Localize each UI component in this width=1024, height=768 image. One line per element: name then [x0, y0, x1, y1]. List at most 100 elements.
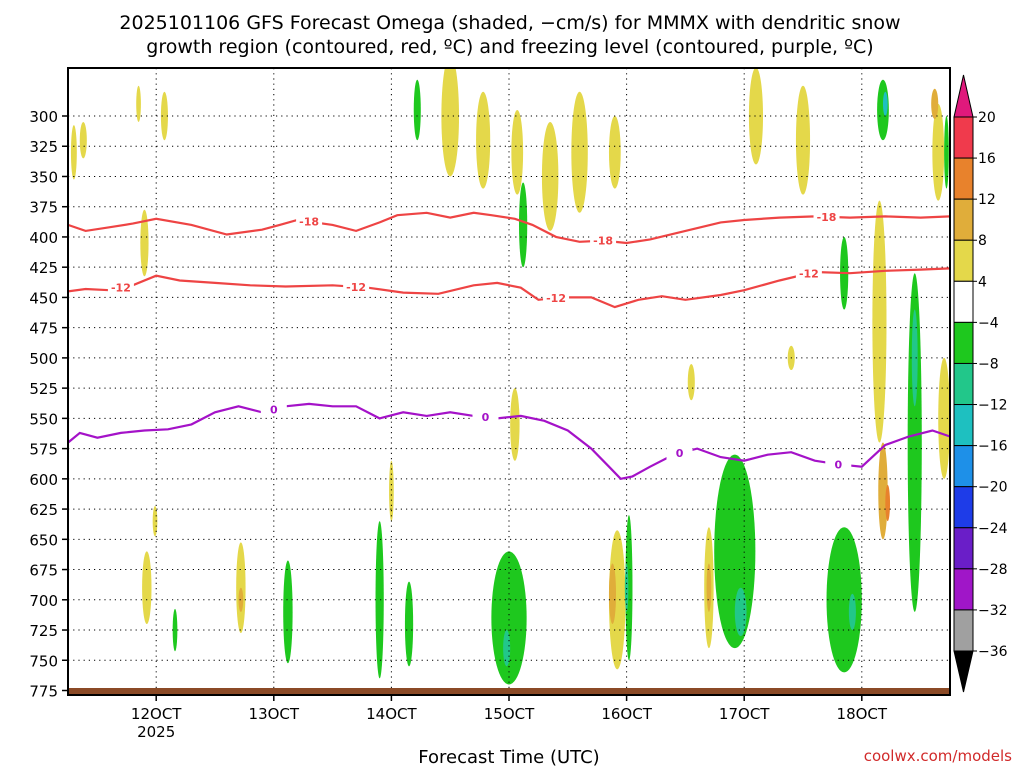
omega-patch-12 [404, 581, 414, 667]
omega-patch-8 [236, 542, 246, 634]
contour-label-bg [813, 209, 840, 224]
omega-patch-40 [872, 200, 887, 443]
y-tick-label-725: 725 [29, 622, 58, 640]
y-tick-label-325: 325 [29, 138, 58, 156]
omega-patch-41 [878, 442, 888, 540]
x-tick-year: 2025 [137, 723, 175, 741]
omega-patch-4 [140, 209, 149, 277]
omega-patch-37 [826, 527, 862, 673]
omega-patch-14 [413, 79, 421, 141]
contour-label-bg [472, 410, 499, 425]
y-tick-label-375: 375 [29, 199, 58, 217]
colorbar-swatch-8 [953, 445, 974, 488]
omega-patch-11 [375, 521, 384, 679]
x-tick-label-17OCT: 17OCT [719, 705, 770, 723]
omega-patch-20 [571, 91, 588, 213]
colorbar-label-10: −24 [978, 521, 1008, 537]
colorbar-bottom-arrow [953, 650, 974, 693]
colorbar-swatch-3 [953, 239, 974, 282]
omega-shading [70, 68, 950, 685]
colorbar-label-5: −4 [978, 315, 999, 331]
colorbar-label-6: −8 [978, 356, 999, 372]
contour-label-bg [795, 266, 822, 281]
colorbar-swatch-0 [953, 116, 974, 159]
y-tick-label-600: 600 [29, 471, 58, 489]
contour-label--12-3: -12 [799, 267, 819, 280]
contour-label--18-2: -18 [817, 211, 837, 224]
contour-label--18-0: -18 [299, 216, 319, 229]
y-tick-label-475: 475 [29, 320, 58, 338]
omega-patch-7 [172, 608, 178, 652]
colorbar-label-12: −32 [978, 603, 1008, 619]
omega-patch-6 [152, 506, 158, 537]
omega-patch-31 [706, 563, 712, 612]
x-tick-label-16OCT: 16OCT [601, 705, 652, 723]
omega-patch-10 [283, 560, 293, 664]
y-tick-label-575: 575 [29, 441, 58, 459]
contour-line-0 [68, 402, 950, 480]
omega-patch-9 [238, 587, 244, 612]
omega-patch-36 [795, 85, 811, 195]
credit-link[interactable]: coolwx.com/models [864, 747, 1012, 765]
y-tick-label-750: 750 [29, 652, 58, 670]
grid-lines [68, 68, 950, 695]
contour-label-bg [107, 280, 134, 295]
y-tick-label-300: 300 [29, 108, 58, 126]
x-tick-label-18OCT: 18OCT [837, 705, 888, 723]
y-axis-pressure: 300 325 350 375 400 425 450 475 500 525 550 575 600 6… [29, 108, 68, 701]
omega-patch-24 [503, 630, 511, 667]
omega-patch-47 [932, 103, 945, 201]
omega-patch-19 [541, 122, 559, 231]
y-tick-label-625: 625 [29, 501, 58, 519]
omega-patch-17 [511, 109, 524, 195]
colorbar-swatch-6 [953, 362, 974, 406]
colorbar-label-13: −36 [978, 644, 1008, 660]
x-axis-label: Forecast Time (UTC) [418, 747, 599, 768]
omega-patch-26 [608, 563, 617, 624]
y-tick-label-350: 350 [29, 168, 58, 186]
colorbar-label-9: −20 [978, 480, 1008, 496]
contour-label-0-0: 0 [270, 403, 278, 416]
contour-label-bg [296, 214, 323, 229]
omega-patch-29 [687, 363, 695, 401]
omega-patch-0 [70, 125, 77, 180]
y-tick-label-525: 525 [29, 380, 58, 398]
omega-patch-46 [882, 91, 888, 117]
plot-area: -18 -18 -18 -12 -12 -12 -12 0 0 0 0 [67, 67, 951, 696]
omega-patch-42 [885, 484, 891, 522]
omega-patch-32 [714, 454, 756, 649]
ground-terrain [68, 688, 950, 695]
temperature-contours: -18 -18 -18 -12 -12 -12 -12 0 0 0 0 [68, 209, 950, 480]
omega-patch-18 [518, 182, 528, 268]
colorbar-label-11: −28 [978, 562, 1008, 578]
contour-label-0-2: 0 [676, 447, 684, 460]
colorbar-label-7: −12 [978, 398, 1008, 414]
contour-label-0-3: 0 [834, 458, 842, 471]
colorbar-label-1: 16 [978, 151, 996, 167]
omega-patch-5 [142, 551, 152, 624]
contour-label--12-0: -12 [111, 282, 131, 295]
omega-patch-38 [848, 593, 856, 631]
colorbar-swatch-5 [953, 321, 974, 364]
y-tick-label-550: 550 [29, 410, 58, 428]
colorbar-label-4: 4 [978, 274, 987, 290]
colorbar-swatch-2 [953, 198, 974, 241]
omega-patch-35 [748, 68, 764, 165]
omega-patch-48 [931, 88, 939, 120]
contour-label--18-1: -18 [593, 235, 613, 248]
colorbar-swatch-10 [953, 527, 974, 570]
y-tick-label-400: 400 [29, 229, 58, 247]
y-tick-label-650: 650 [29, 531, 58, 549]
colorbar-label-8: −16 [978, 439, 1008, 455]
contour-label-bg [343, 279, 370, 294]
contour-label-bg [590, 233, 617, 248]
omega-patch-33 [734, 587, 747, 637]
omega-patch-49 [944, 116, 949, 189]
contour-line--12 [68, 267, 950, 309]
y-tick-label-700: 700 [29, 592, 58, 610]
omega-patch-1 [79, 122, 87, 159]
contour-label-0-1: 0 [482, 411, 490, 424]
omega-patch-44 [911, 309, 918, 407]
